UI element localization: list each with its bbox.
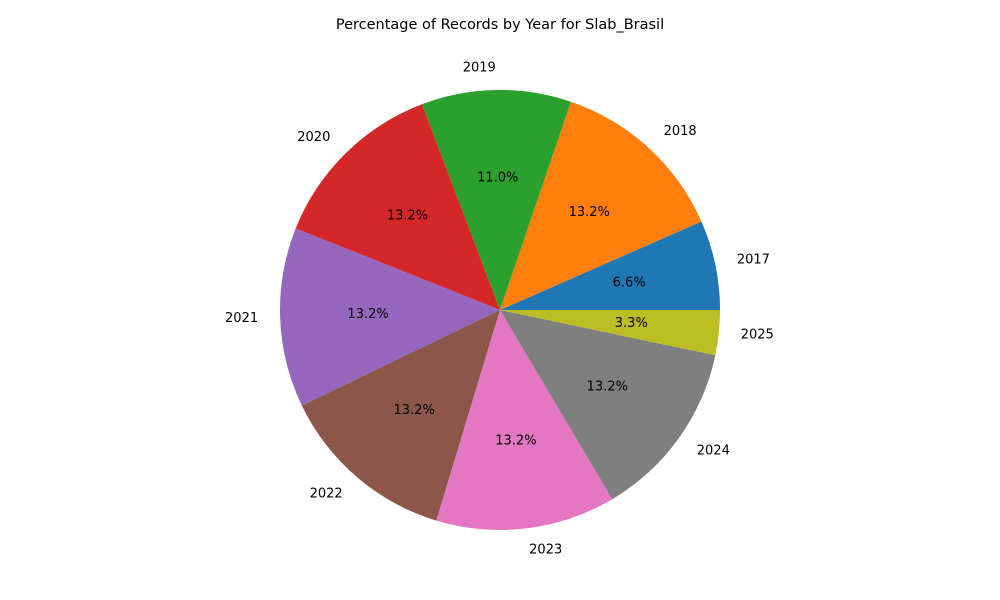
percent-label-2018: 13.2% — [569, 205, 610, 220]
percent-label-2020: 13.2% — [387, 208, 428, 223]
slice-label-2023: 2023 — [529, 543, 562, 558]
pie-slice-2019 — [421, 90, 571, 310]
chart-title: Percentage of Records by Year for Slab_B… — [336, 17, 664, 33]
percent-label-2022: 13.2% — [394, 403, 435, 418]
pie-slice-2025 — [500, 310, 720, 356]
pie-labels: 2017 6.6% 2018 13.2% 2019 11.0% 2020 13.2% 2021 1… — [225, 61, 774, 558]
slice-label-2020: 2020 — [297, 130, 330, 145]
pie-slice-2018 — [500, 101, 702, 310]
slice-label-2022: 2022 — [310, 486, 343, 501]
pie-slice-2020 — [295, 104, 500, 310]
pie-slice-2017 — [500, 221, 721, 310]
percent-label-2021: 13.2% — [347, 307, 388, 322]
slice-label-2021: 2021 — [225, 311, 258, 326]
pie-slice-2021 — [280, 228, 500, 406]
slice-label-2018: 2018 — [664, 124, 697, 139]
percent-label-2024: 13.2% — [587, 379, 628, 394]
slice-label-2019: 2019 — [463, 61, 496, 76]
pie-slice-2024 — [500, 310, 716, 500]
percent-label-2017: 6.6% — [613, 275, 646, 290]
pie-slice-2022 — [301, 310, 500, 521]
percent-label-2023: 13.2% — [495, 434, 536, 449]
pie-slices — [280, 90, 721, 531]
pie-slice-2023 — [436, 310, 613, 531]
slice-label-2025: 2025 — [741, 328, 774, 343]
slice-label-2024: 2024 — [697, 443, 730, 458]
percent-label-2019: 11.0% — [477, 171, 518, 186]
slice-label-2017: 2017 — [737, 253, 770, 268]
percent-label-2025: 3.3% — [615, 316, 648, 331]
